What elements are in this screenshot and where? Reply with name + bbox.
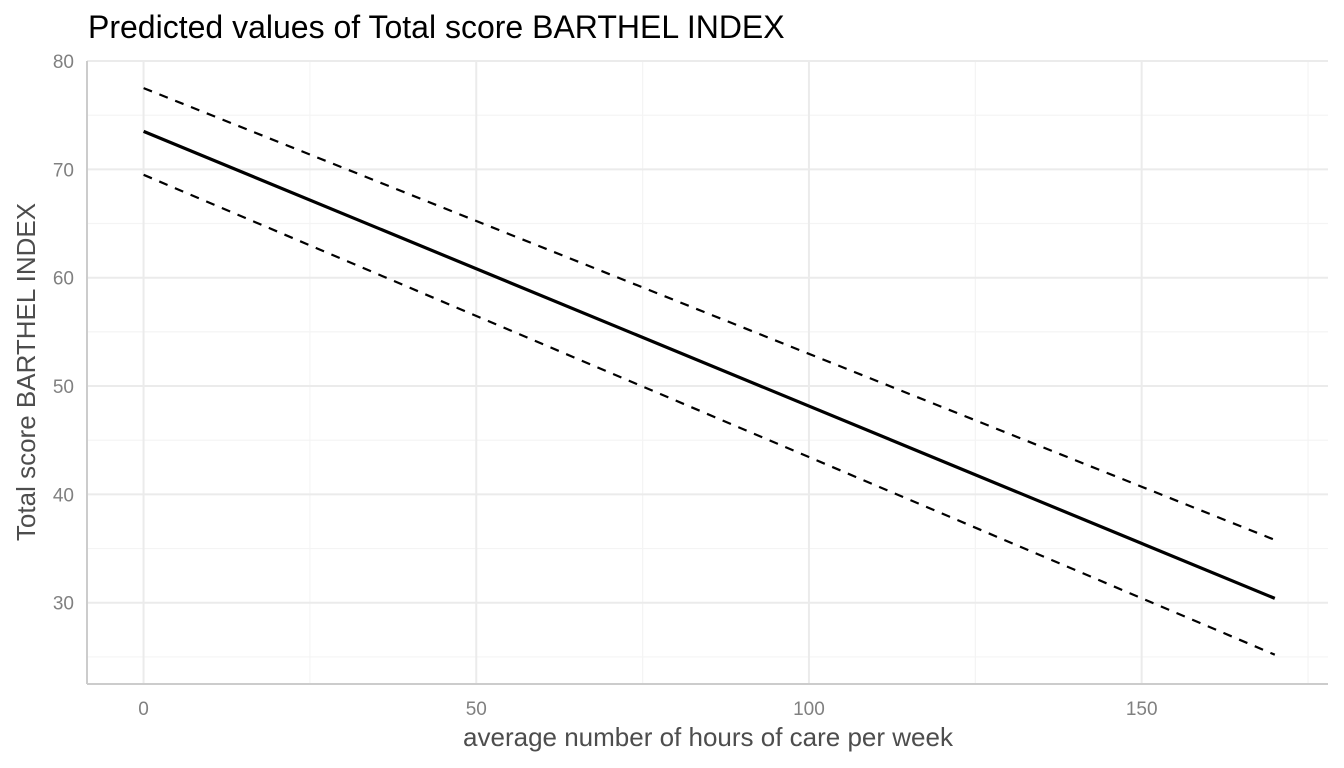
x-tick-label: 50 — [466, 699, 487, 720]
y-tick-label: 50 — [53, 377, 74, 398]
major-gridlines — [87, 60, 1328, 684]
y-tick-label: 80 — [53, 52, 74, 73]
y-tick-label: 60 — [53, 269, 74, 290]
series-layer — [142, 87, 1276, 656]
y-tick-label: 70 — [53, 160, 74, 181]
x-axis-title: average number of hours of care per week — [463, 722, 954, 752]
tick-labels: 0 50 100 150 30 40 50 60 70 80 — [53, 52, 1158, 720]
y-axis-title: Total score BARTHEL INDEX — [11, 203, 41, 541]
series-line-predicted — [142, 129, 1276, 600]
series-line-ci-lower — [143, 173, 1276, 656]
x-tick-label: 100 — [793, 699, 825, 720]
chart-title: Predicted values of Total score BARTHEL … — [88, 9, 785, 45]
y-tick-label: 30 — [53, 594, 74, 615]
series-line-ci-upper — [143, 87, 1276, 541]
x-tick-label: 150 — [1126, 699, 1158, 720]
x-tick-label: 0 — [138, 699, 149, 720]
y-tick-label: 40 — [53, 485, 74, 506]
minor-gridlines — [87, 61, 1328, 684]
axes — [86, 61, 1328, 685]
